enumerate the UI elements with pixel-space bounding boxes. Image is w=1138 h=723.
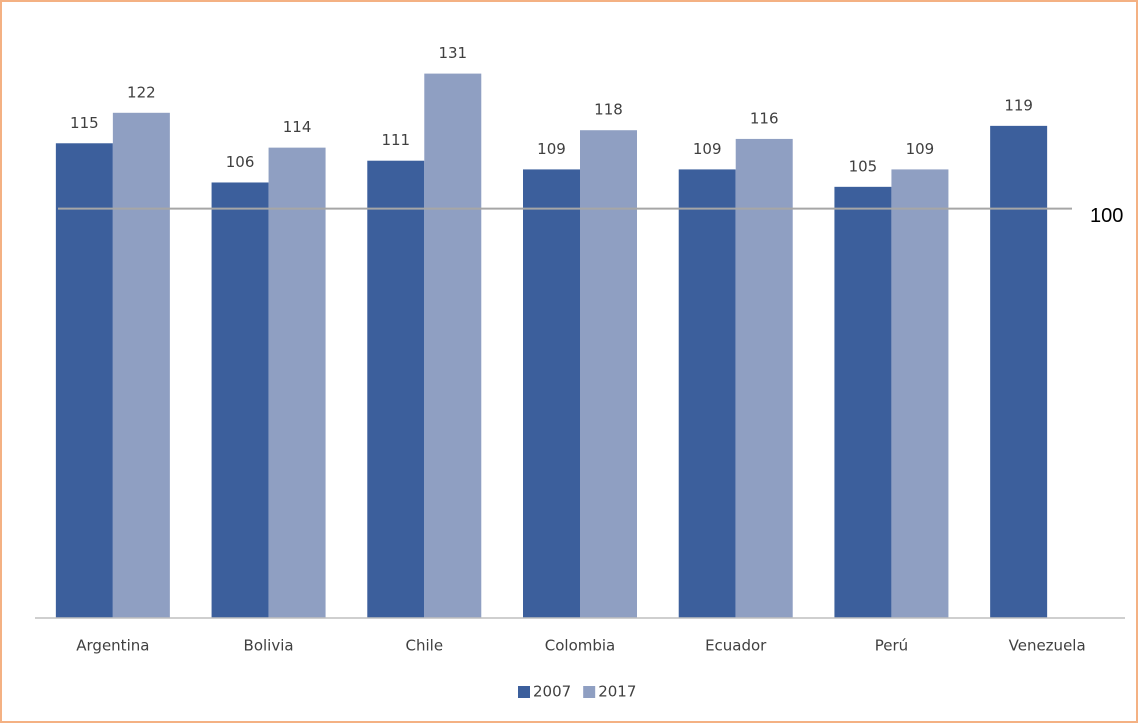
value-label: 122 (127, 83, 156, 101)
value-label: 114 (283, 118, 312, 136)
value-label: 131 (438, 44, 467, 62)
legend-swatch (518, 686, 530, 698)
x-tick-label: Argentina (76, 637, 149, 655)
legend-label: 2007 (533, 683, 571, 701)
x-tick-label: Venezuela (1009, 637, 1086, 655)
x-tick-label: Colombia (545, 637, 616, 655)
bar (112, 112, 170, 618)
value-label: 119 (1004, 96, 1033, 114)
bar (891, 169, 949, 619)
reference-label: 100 (1090, 205, 1123, 227)
x-tick-label: Chile (406, 637, 444, 655)
x-tick-label: Ecuador (705, 637, 767, 655)
bar (678, 169, 736, 619)
bar (55, 143, 113, 619)
x-tick-label: Bolivia (244, 637, 294, 655)
value-label: 109 (906, 140, 935, 158)
bar (268, 147, 326, 619)
value-label: 105 (849, 157, 878, 175)
legend-swatch (583, 686, 596, 698)
value-label: 109 (693, 140, 722, 158)
value-label: 109 (537, 140, 566, 158)
bar (523, 169, 580, 619)
value-label: 118 (594, 101, 623, 119)
bar (367, 160, 425, 619)
bar (424, 73, 482, 618)
value-label: 111 (381, 131, 410, 149)
value-label: 106 (226, 153, 255, 171)
bar (834, 186, 892, 619)
bar (990, 125, 1048, 618)
bar (580, 130, 637, 619)
x-tick-label: Perú (875, 637, 908, 655)
value-label: 116 (750, 109, 779, 127)
bar (735, 138, 793, 619)
value-label: 115 (70, 114, 99, 132)
legend-label: 2017 (598, 683, 636, 701)
bar (211, 182, 269, 619)
